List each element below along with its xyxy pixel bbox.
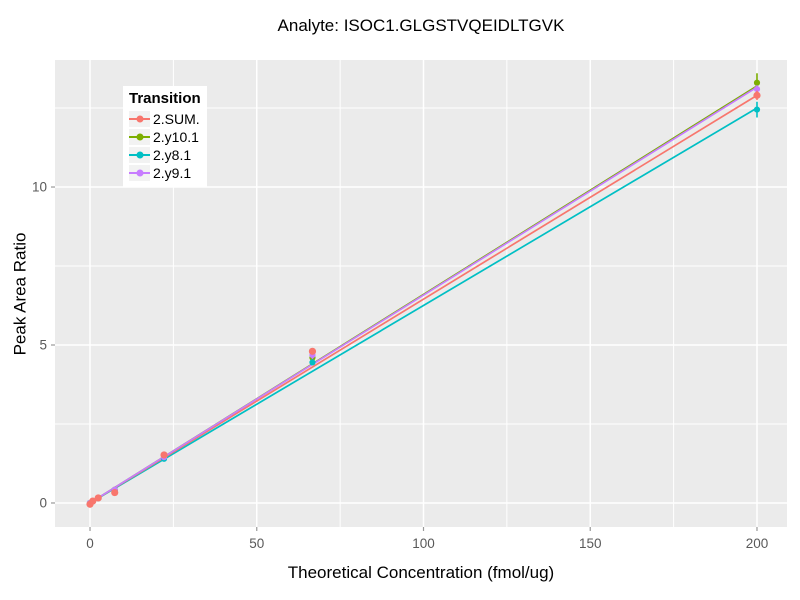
data-point-2.y10.1 (753, 79, 761, 86)
legend-item-label: 2.y10.1 (153, 129, 199, 145)
data-point-2.SUM. (89, 497, 97, 505)
legend-key-icon (129, 129, 150, 145)
x-tick-label: 150 (579, 536, 602, 551)
data-point-2.SUM. (94, 494, 102, 502)
data-point-2.y8.1 (309, 359, 316, 366)
plot-title: Analyte: ISOC1.GLGSTVQEIDLTGVK (277, 16, 565, 35)
y-axis-title-text: Peak Area Ratio (10, 232, 30, 355)
y-axis-title: Peak Area Ratio (6, 60, 34, 527)
legend-title: Transition (129, 90, 201, 107)
data-point-2.SUM. (308, 347, 317, 355)
x-tick-label: 200 (746, 536, 769, 551)
series-line-2.y9.1 (89, 86, 758, 504)
data-point-2.SUM. (753, 91, 761, 99)
data-point-2.y9.1 (753, 85, 761, 93)
legend-item: 2.y10.1 (129, 128, 202, 146)
y-tick-label: 5 (39, 338, 47, 353)
legend-item-label: 2.y8.1 (153, 147, 192, 163)
series-line-2.SUM. (89, 94, 758, 504)
data-point-2.SUM. (160, 451, 168, 459)
legend-key-icon (129, 147, 150, 163)
x-tick-label: 0 (86, 536, 94, 551)
y-tick-label: 0 (39, 495, 47, 510)
legend-key-icon (129, 111, 150, 127)
legend-item-label: 2.SUM. (153, 111, 200, 127)
series-line-2.y8.1 (89, 107, 758, 504)
data-point-2.SUM. (111, 488, 119, 497)
y-tick-label: 10 (32, 180, 47, 195)
legend-key-icon (129, 165, 150, 181)
x-axis-title: Theoretical Concentration (fmol/ug) (287, 563, 555, 582)
legend-item-label: 2.y9.1 (153, 165, 192, 181)
legend-item: 2.y8.1 (129, 146, 202, 164)
x-tick-label: 50 (249, 536, 264, 551)
legend: Transition 2.SUM. 2.y10.1 2.y8.1 2.y9.1 (123, 86, 207, 187)
x-tick-label: 100 (412, 536, 435, 551)
legend-item: 2.y9.1 (129, 164, 202, 182)
legend-item: 2.SUM. (129, 110, 202, 128)
data-point-2.y8.1 (753, 106, 761, 113)
